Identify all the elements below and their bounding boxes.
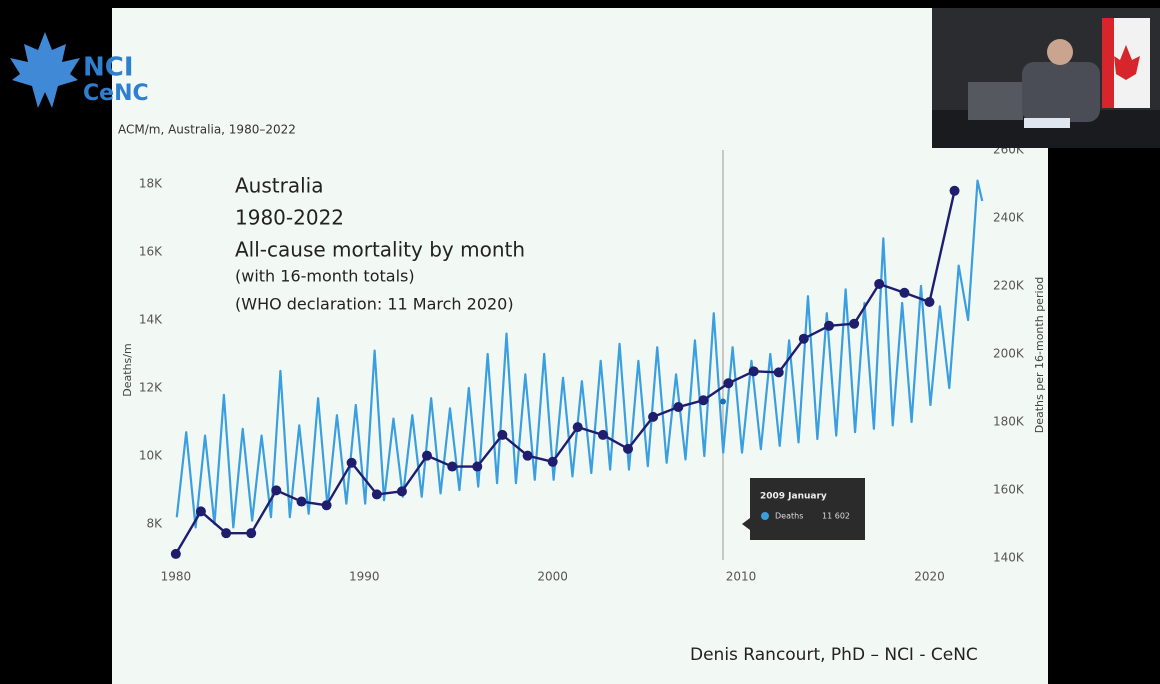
maple-leaf — [10, 32, 80, 108]
plot: 8K 10K 12K 14K 16K 18K 140K 160K 180K 200K 220K 240… — [139, 143, 1025, 584]
y2-tick-label: 240K — [993, 211, 1025, 225]
nameplate — [1024, 118, 1070, 128]
total-point — [623, 443, 634, 454]
total-point — [497, 429, 508, 440]
total-point — [572, 422, 583, 433]
y2-tick-label: 220K — [993, 279, 1025, 293]
y2-tick-label: 140K — [993, 551, 1025, 565]
y-tick-label: 16K — [139, 245, 163, 259]
total-point — [296, 496, 307, 507]
y-tick-label: 8K — [146, 517, 163, 531]
total-point — [949, 185, 960, 196]
annotation: All-cause mortality by month — [235, 238, 525, 262]
x-tick-label: 1980 — [161, 570, 192, 584]
total-point — [246, 528, 257, 539]
logo-text: NCI — [83, 53, 134, 83]
tooltip-pointer — [742, 518, 750, 530]
total-point — [472, 461, 483, 472]
y-axis-label: Deaths/m — [121, 343, 134, 396]
annotation: (with 16-month totals) — [235, 267, 415, 286]
annotation: 1980-2022 — [235, 206, 344, 230]
total-point — [522, 450, 533, 461]
series-line — [175, 179, 984, 529]
total-point — [773, 367, 784, 378]
y2-tick-label: 180K — [993, 415, 1025, 429]
logo: NCI CeNC — [10, 32, 149, 108]
x-tick-label: 2010 — [726, 570, 757, 584]
total-point — [698, 395, 709, 406]
y2-axis-label: Deaths per 16-month period — [1033, 277, 1046, 433]
logo-text: CeNC — [83, 81, 149, 106]
tooltip-swatch — [761, 512, 769, 520]
tooltip: 2009 January Deaths 11 602 — [742, 478, 865, 540]
total-point — [321, 500, 332, 511]
total-point — [421, 450, 432, 461]
y-tick-label: 10K — [139, 449, 163, 463]
annotation: (WHO declaration: 11 March 2020) — [235, 295, 514, 314]
x-tick-label: 2000 — [537, 570, 568, 584]
tooltip-box — [750, 478, 865, 540]
y2-tick-label: 160K — [993, 483, 1025, 497]
y-tick-label: 12K — [139, 381, 163, 395]
y-tick-label: 18K — [139, 177, 163, 191]
total-point — [195, 506, 206, 517]
total-point — [849, 318, 860, 329]
tooltip-title: 2009 January — [760, 492, 827, 502]
annotation: Australia — [235, 174, 323, 198]
total-point — [723, 378, 734, 389]
total-point — [899, 287, 910, 298]
total-point — [170, 548, 181, 559]
chart-title: ACM/m, Australia, 1980–2022 — [118, 123, 296, 137]
total-point — [597, 429, 608, 440]
x-tick-label: 2020 — [914, 570, 945, 584]
total-point — [673, 402, 684, 413]
total-point — [221, 528, 232, 539]
total-point — [798, 333, 809, 344]
monitor — [968, 82, 1023, 120]
total-point — [346, 457, 357, 468]
y-tick-label: 14K — [139, 313, 163, 327]
flag-leaf — [1114, 45, 1140, 80]
total-point — [271, 485, 282, 496]
x-tick-label: 1990 — [349, 570, 380, 584]
total-point — [748, 366, 759, 377]
total-point — [924, 296, 935, 307]
flag-band — [1102, 18, 1114, 108]
tooltip-name: Deaths — [775, 512, 803, 521]
total-point — [874, 278, 885, 289]
person-body — [1022, 62, 1100, 122]
hover-point — [719, 398, 726, 405]
total-point — [371, 489, 382, 500]
total-point — [396, 486, 407, 497]
total-point — [648, 411, 659, 422]
person-head — [1047, 39, 1073, 65]
total-point — [547, 456, 558, 467]
tooltip-value: 11 602 — [822, 512, 850, 521]
y2-tick-label: 200K — [993, 347, 1025, 361]
footer: Denis Rancourt, PhD – NCI - CeNC — [690, 645, 978, 665]
camera-overlay — [932, 8, 1160, 148]
total-point — [824, 320, 835, 331]
slide — [112, 8, 1048, 684]
total-point — [447, 461, 458, 472]
annotation-block: Australia 1980-2022 All-cause mortality … — [235, 174, 525, 314]
